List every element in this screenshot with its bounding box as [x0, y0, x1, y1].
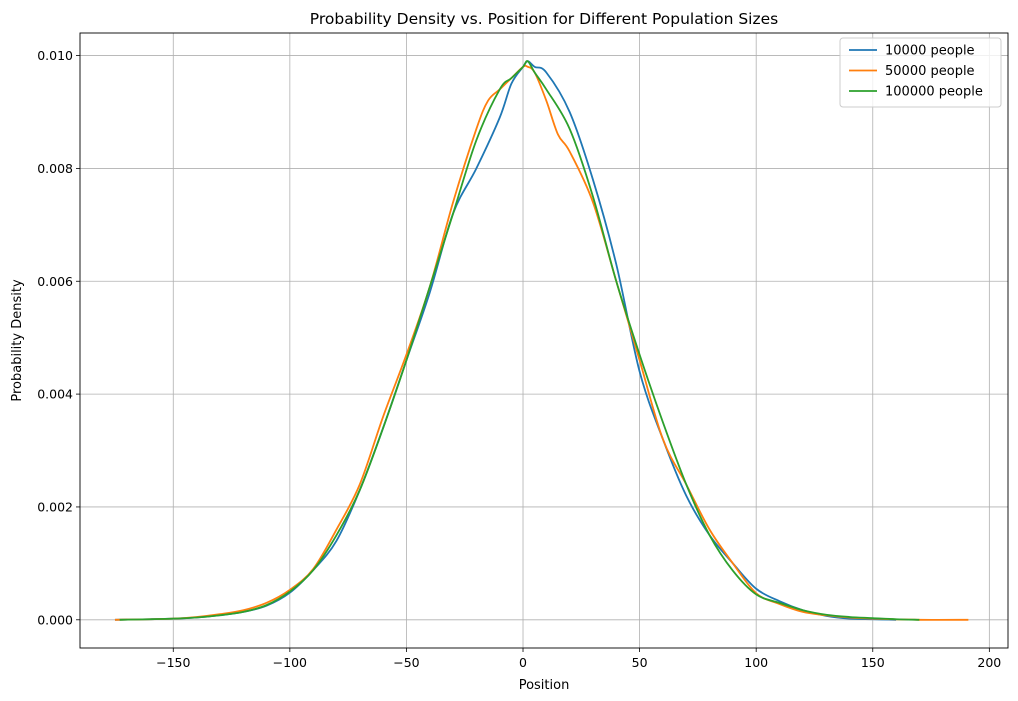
- x-tick-label: −150: [156, 655, 190, 670]
- plot-frame: [79, 32, 1009, 649]
- y-tick-label: 0.006: [37, 274, 73, 289]
- ticks: −150 −100 −50 0 50 100 150 200 0.000 0.002 0.004 0.…: [37, 48, 1001, 670]
- y-tick-label: 0.000: [37, 612, 73, 627]
- y-axis-label: Probability Density: [10, 279, 25, 402]
- chart-title: Probability Density vs. Position for Dif…: [310, 10, 778, 28]
- y-tick-label: 0.002: [37, 499, 73, 514]
- x-tick-label: −50: [393, 655, 419, 670]
- series-layer: [114, 60, 969, 621]
- legend-box: [839, 37, 1002, 108]
- series-line-3: [119, 60, 920, 621]
- x-tick-label: 200: [977, 655, 1001, 670]
- legend-label: 100000 people: [885, 85, 983, 100]
- legend-label: 50000 people: [885, 64, 975, 79]
- grid: [80, 33, 1008, 648]
- y-tick-label: 0.008: [37, 161, 73, 176]
- y-tick-label: 0.010: [37, 48, 73, 63]
- x-tick-label: 50: [632, 655, 648, 670]
- legend-label: 10000 people: [885, 44, 975, 59]
- legend: 10000 people 50000 people 100000 people: [839, 37, 1002, 108]
- x-tick-label: −100: [273, 655, 307, 670]
- y-tick-label: 0.004: [37, 387, 73, 402]
- x-axis-label: Position: [519, 678, 570, 693]
- x-tick-label: 100: [744, 655, 768, 670]
- x-tick-label: 150: [861, 655, 885, 670]
- x-tick-label: 0: [519, 655, 527, 670]
